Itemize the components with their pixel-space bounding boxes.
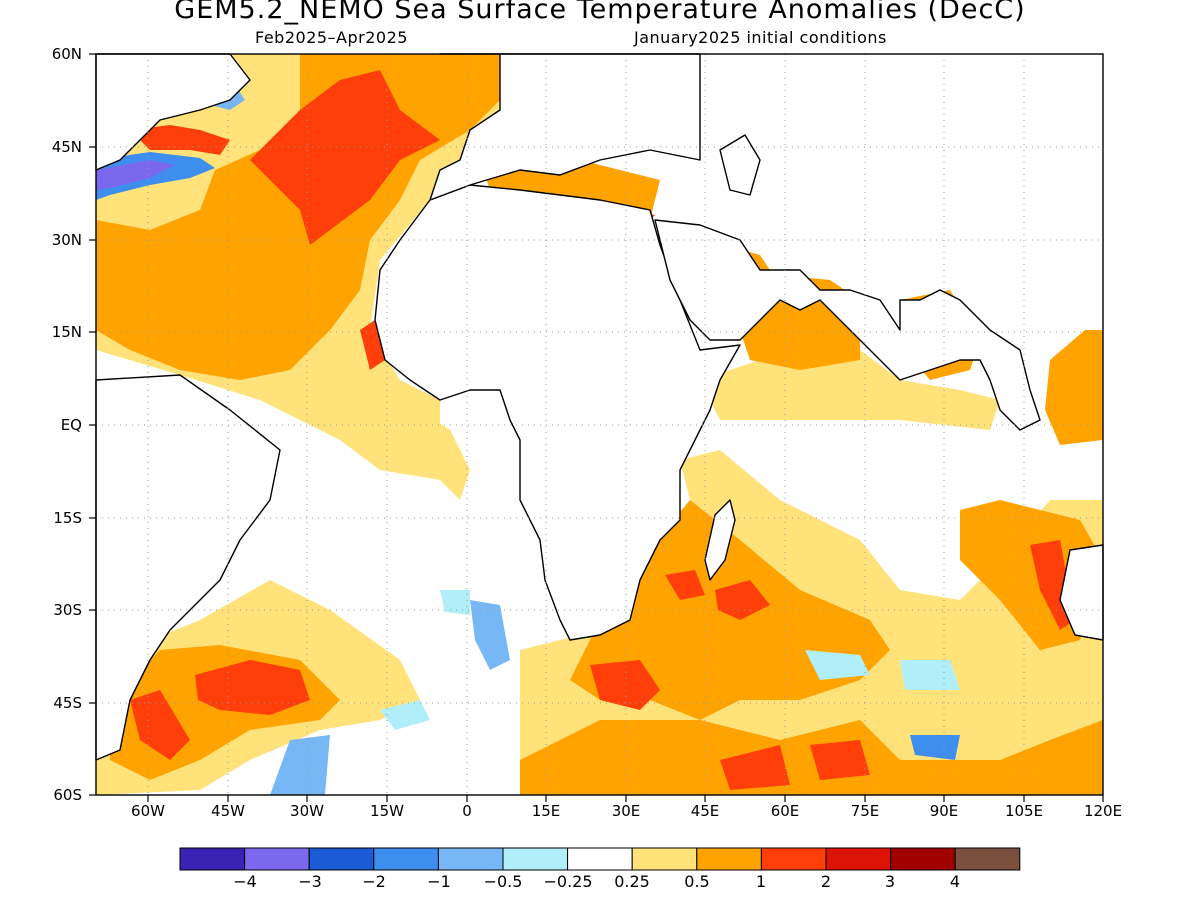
colorbar-label: −3 xyxy=(298,872,322,891)
lat-label-45s: 45S xyxy=(53,694,82,712)
colorbar-label: −0.25 xyxy=(543,872,593,891)
colorbar-label: −0.5 xyxy=(483,872,523,891)
anomaly-southern-ocean-red xyxy=(720,745,790,790)
colorbar-label: −4 xyxy=(233,872,257,891)
colorbar-swatch xyxy=(760,847,827,871)
anomaly-south-atlantic-cold-2 xyxy=(270,735,330,795)
colorbar-swatch xyxy=(890,847,956,871)
anomaly-nw-atlantic-cold-core xyxy=(96,160,175,190)
anomaly-southern-ocean-red-2 xyxy=(810,740,870,780)
colorbar-swatch xyxy=(373,847,439,871)
lon-label-15w: 15W xyxy=(370,802,404,820)
anomaly-indian-north-light xyxy=(700,350,1000,430)
coastlines xyxy=(95,53,1104,761)
colorbar xyxy=(179,847,1021,871)
chart-title: GEM5.2_NEMO Sea Surface Temperature Anom… xyxy=(174,0,1026,25)
colorbar-swatch xyxy=(825,847,892,871)
forecast-period: Feb2025–Apr2025 xyxy=(255,28,408,47)
arabia-outline xyxy=(654,219,1041,431)
anomaly-south-indian-cold xyxy=(910,735,960,760)
anomaly-southern-ocean-orange xyxy=(520,720,1103,795)
colorbar-swatch xyxy=(696,847,762,871)
anomaly-falklands-red xyxy=(130,690,190,760)
lon-label-75e: 75E xyxy=(850,802,880,820)
colorbar-label: −2 xyxy=(362,872,386,891)
colorbar-swatch xyxy=(502,847,569,871)
colorbar-swatch xyxy=(179,847,246,871)
lon-label-45w: 45W xyxy=(211,802,245,820)
europe-outline xyxy=(429,53,701,201)
colorbar-label: 0.5 xyxy=(684,872,710,891)
colorbar-swatch xyxy=(954,847,1021,871)
colorbar-label: 3 xyxy=(884,872,896,891)
colorbar-label: 0.25 xyxy=(614,872,650,891)
anomaly-agulhas-red xyxy=(590,660,660,710)
lon-label-60w: 60W xyxy=(131,802,165,820)
colorbar-swatch xyxy=(631,847,698,871)
lon-label-15e: 15E xyxy=(531,802,561,820)
anomaly-south-indian-cold-2 xyxy=(805,650,870,680)
lon-label-30e: 30E xyxy=(611,802,641,820)
lon-label-90e: 90E xyxy=(929,802,959,820)
lat-label-30s: 30S xyxy=(53,601,82,619)
colorbar-label: −1 xyxy=(427,872,451,891)
anomaly-south-atlantic-red xyxy=(195,660,310,715)
anomaly-south-atlantic-cold xyxy=(470,600,510,670)
colorbar-label: 2 xyxy=(820,872,832,891)
anomaly-north-atlantic-red xyxy=(250,70,440,245)
north-america-outline xyxy=(95,53,251,171)
anomaly-south-atlantic-cold-3 xyxy=(380,700,430,730)
colorbar-swatch xyxy=(244,847,310,871)
anomaly-south-atlantic-cold-4 xyxy=(440,590,470,615)
anomaly-south-indian-cold-3 xyxy=(900,660,960,690)
lon-label-0: 0 xyxy=(462,802,472,820)
lon-label-120e: 120E xyxy=(1083,802,1123,820)
colorbar-swatch xyxy=(567,847,633,871)
lat-label-60n: 60N xyxy=(51,45,82,63)
lat-label-30n: 30N xyxy=(51,231,82,249)
lon-label-60e: 60E xyxy=(770,802,800,820)
axis-ticks xyxy=(89,53,1104,802)
anomaly-southwest-indian-red xyxy=(665,570,705,600)
lon-label-30w: 30W xyxy=(290,802,324,820)
lat-label-45n: 45N xyxy=(51,138,82,156)
lat-label-15s: 15S xyxy=(53,509,82,527)
australia-outline xyxy=(1059,544,1104,641)
lat-label-15n: 15N xyxy=(51,323,82,341)
lat-label-60s: 60S xyxy=(53,786,82,804)
caspian-sea-outline xyxy=(719,134,761,196)
south-america-outline xyxy=(95,374,281,761)
colorbar-swatch xyxy=(308,847,375,871)
anomaly-nw-atlantic-cold xyxy=(96,152,215,200)
colorbar-swatch xyxy=(437,847,504,871)
colorbar-label: 1 xyxy=(755,872,767,891)
lat-label-eq: EQ xyxy=(60,416,82,434)
lon-label-45e: 45E xyxy=(690,802,720,820)
colorbar-label: 4 xyxy=(949,872,961,891)
initial-conditions: January2025 initial conditions xyxy=(634,28,887,47)
lon-label-105e: 105E xyxy=(1004,802,1044,820)
anomaly-south-china-sea xyxy=(1045,330,1103,445)
madagascar-outline xyxy=(704,499,736,581)
